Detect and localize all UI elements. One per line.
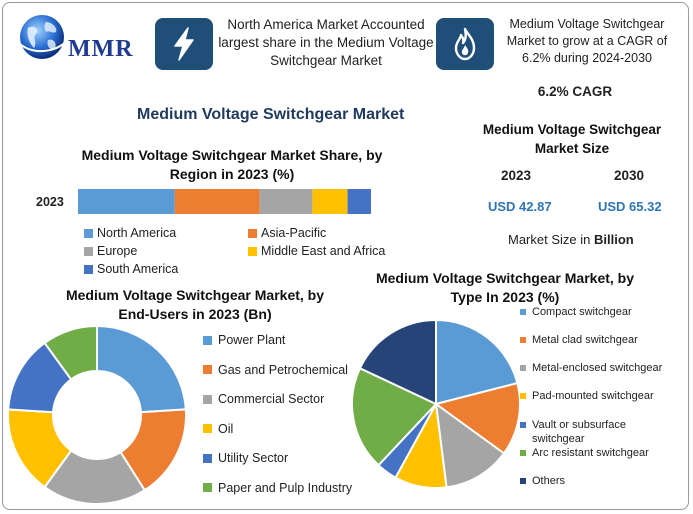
legend-swatch bbox=[520, 337, 526, 343]
market-size-title: Medium Voltage Switchgear Market Size bbox=[482, 122, 662, 156]
unit-prefix: Market Size in bbox=[508, 232, 594, 247]
region-bar-category-label: 2023 bbox=[36, 195, 64, 209]
legend-label: Commercial Sector bbox=[218, 392, 325, 406]
bar-segment-south-america bbox=[347, 189, 371, 214]
mmr-logo: MMR bbox=[14, 10, 154, 64]
legend-item-paper-and-pulp-industry: Paper and Pulp Industry bbox=[203, 481, 352, 495]
type-pie-chart bbox=[351, 318, 521, 489]
enduser-chart-title: Medium Voltage Switchgear Market, by End… bbox=[65, 287, 325, 322]
value-2023: USD 42.87 bbox=[488, 199, 552, 214]
legend-swatch bbox=[203, 453, 212, 463]
infographic-frame bbox=[2, 2, 689, 510]
donut-slice-power-plant bbox=[96, 325, 187, 414]
legend-label: Utility Sector bbox=[218, 451, 289, 465]
pie-slice-metal-clad-switchgear bbox=[433, 381, 521, 455]
legend-item-power-plant: Power Plant bbox=[203, 333, 285, 347]
legend-swatch bbox=[84, 264, 93, 274]
logo-text: MMR bbox=[68, 36, 134, 62]
legend-label: North America bbox=[97, 226, 177, 240]
legend-label: Oil bbox=[218, 421, 234, 436]
legend-item-middle-east-and-africa: Middle East and Africa bbox=[248, 244, 385, 258]
legend-item-europe: Europe bbox=[84, 244, 137, 258]
legend-item-arc-resistant-switchgear: Arc resistant switchgear bbox=[520, 446, 682, 460]
pie-slice-compact-switchgear bbox=[435, 318, 519, 406]
legend-item-others: Others bbox=[520, 474, 682, 488]
region-chart-title: Medium Voltage Switchgear Market Share, … bbox=[81, 147, 383, 182]
lightning-icon-box bbox=[155, 18, 213, 70]
legend-item-compact-switchgear: Compact switchgear bbox=[520, 305, 682, 319]
legend-item-asia-pacific: Asia-Pacific bbox=[248, 226, 326, 240]
type-chart-title: Medium Voltage Switchgear Market, by Typ… bbox=[375, 270, 635, 305]
legend-swatch bbox=[248, 246, 257, 256]
region-legend: North America Asia-Pacific Europe Middle Ea… bbox=[84, 226, 404, 280]
legend-label: Paper and Pulp Industry bbox=[218, 480, 353, 495]
type-legend: Compact switchgear Metal clad switchgear M… bbox=[520, 305, 685, 500]
lightning-bolt-icon bbox=[174, 27, 194, 61]
legend-swatch bbox=[84, 228, 93, 238]
legend-item-metal-enclosed-switchgear: Metal-enclosed switchgear bbox=[520, 361, 682, 375]
legend-item-pad-mounted-switchgear: Pad-mounted switchgear bbox=[520, 389, 682, 403]
legend-swatch bbox=[203, 483, 212, 492]
pie-slice-others bbox=[358, 318, 437, 406]
bar-segment-middle-east-and-africa bbox=[312, 189, 348, 214]
bar-segment-north-america bbox=[78, 189, 175, 214]
legend-swatch bbox=[84, 246, 93, 256]
value-2030: USD 65.32 bbox=[598, 199, 662, 214]
flame-icon bbox=[454, 27, 476, 61]
legend-item-north-america: North America bbox=[84, 226, 176, 240]
legend-item-south-america: South America bbox=[84, 262, 178, 276]
legend-swatch bbox=[248, 228, 257, 238]
legend-label: Compact switchgear bbox=[532, 306, 632, 318]
legend-item-gas-and-petrochemical: Gas and Petrochemical bbox=[203, 363, 348, 377]
legend-label: Pad-mounted switchgear bbox=[532, 390, 654, 402]
legend-label: Europe bbox=[97, 244, 138, 258]
region-stacked-bar bbox=[78, 189, 371, 214]
legend-label: Metal clad switchgear bbox=[532, 334, 638, 346]
legend-label: Arc resistant switchgear bbox=[532, 447, 649, 459]
legend-label: Asia-Pacific bbox=[261, 226, 327, 240]
globe-icon bbox=[19, 15, 69, 59]
legend-label: Metal-enclosed switchgear bbox=[532, 362, 663, 374]
year-2023-label: 2023 bbox=[501, 168, 532, 183]
legend-swatch bbox=[520, 393, 526, 399]
legend-swatch bbox=[520, 422, 526, 428]
legend-label: Vault or subsurface switchgear bbox=[532, 419, 626, 445]
legend-item-commercial-sector: Commercial Sector bbox=[203, 392, 324, 406]
market-size-unit: Market Size in Billion bbox=[508, 232, 634, 247]
legend-label: South America bbox=[97, 262, 179, 276]
legend-swatch bbox=[203, 365, 212, 374]
legend-swatch bbox=[203, 335, 212, 345]
enduser-legend: Power Plant Gas and Petrochemical Commerci… bbox=[203, 333, 363, 503]
legend-label: Middle East and Africa bbox=[261, 244, 386, 258]
header-middle-text: North America Market Accounted largest s… bbox=[218, 17, 434, 68]
legend-swatch bbox=[203, 424, 212, 433]
cagr-label: 6.2% CAGR bbox=[537, 84, 613, 99]
legend-swatch bbox=[520, 309, 526, 315]
flame-icon-box bbox=[436, 18, 494, 70]
legend-swatch bbox=[203, 394, 212, 404]
legend-swatch bbox=[520, 450, 526, 456]
legend-swatch bbox=[520, 365, 526, 371]
donut-slice-paper-and-pulp-industry bbox=[43, 325, 98, 381]
header-right-text: Medium Voltage Switchgear Market to grow… bbox=[506, 17, 668, 65]
year-2030-label: 2030 bbox=[614, 168, 645, 183]
unit-bold: Billion bbox=[593, 232, 634, 247]
enduser-donut-chart bbox=[7, 325, 187, 505]
main-title: Medium Voltage Switchgear Market bbox=[137, 106, 405, 123]
pie-slice-arc-resistant-switchgear bbox=[351, 366, 438, 467]
legend-item-utility-sector: Utility Sector bbox=[203, 451, 288, 465]
legend-item-metal-clad-switchgear: Metal clad switchgear bbox=[520, 333, 682, 347]
legend-label: Gas and Petrochemical bbox=[218, 362, 348, 377]
legend-label: Power Plant bbox=[218, 333, 286, 347]
bar-segment-asia-pacific bbox=[174, 189, 260, 214]
legend-item-vault-or-subsurface-switchgear: Vault or subsurface switchgear bbox=[520, 418, 682, 446]
legend-label: Others bbox=[532, 475, 566, 487]
legend-swatch bbox=[520, 478, 526, 484]
pie-slice-metal-enclosed-switchgear bbox=[434, 401, 506, 489]
legend-item-oil: Oil bbox=[203, 422, 233, 436]
bar-segment-europe bbox=[259, 189, 313, 214]
